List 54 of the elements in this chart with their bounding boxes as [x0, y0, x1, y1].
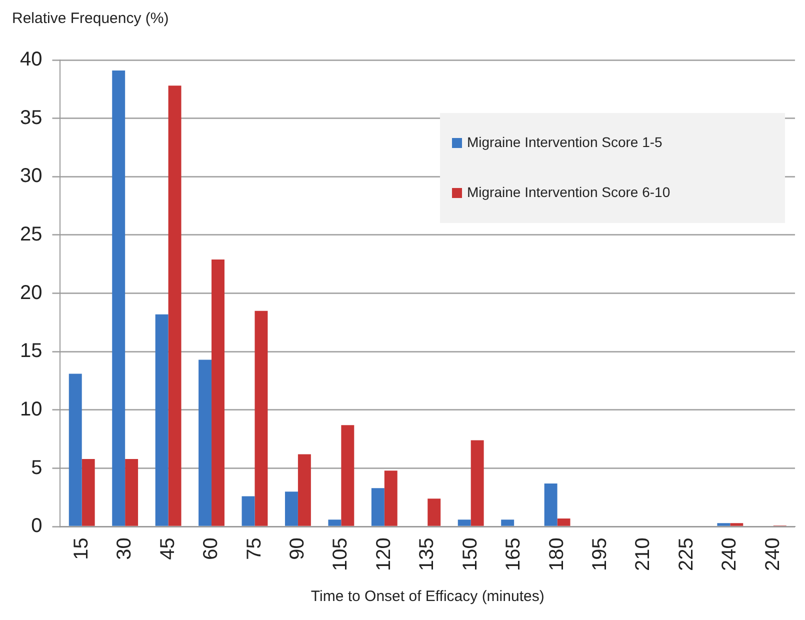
- y-tick-label: 40: [20, 48, 42, 71]
- bar: [428, 498, 441, 526]
- y-tick-label: 10: [20, 398, 42, 420]
- bar: [730, 523, 744, 526]
- y-tick-label: 5: [31, 456, 42, 479]
- x-tick-label: 165: [502, 538, 525, 572]
- y-tick-label: 15: [20, 340, 42, 362]
- x-tick-label: 195: [589, 538, 612, 572]
- x-tick-label: 225: [675, 538, 698, 572]
- x-tick-label: 30: [114, 538, 136, 560]
- bar: [717, 523, 730, 526]
- bar: [470, 440, 484, 526]
- y-tick-label: 30: [20, 165, 42, 188]
- x-tick-label: 105: [330, 538, 352, 572]
- x-tick-label: 60: [200, 538, 222, 560]
- x-tick-label: 240: [718, 538, 741, 572]
- bar: [125, 458, 138, 526]
- x-tick-label: 240: [762, 538, 784, 572]
- bar: [198, 360, 212, 526]
- bar: [68, 374, 82, 526]
- bar: [112, 70, 126, 526]
- x-tick-label: 210: [632, 538, 654, 572]
- x-tick-label: 180: [546, 538, 568, 572]
- y-tick-label: 0: [31, 515, 42, 538]
- y-tick-label: 25: [20, 224, 42, 246]
- bar: [242, 496, 255, 526]
- bar: [155, 314, 168, 526]
- bar: [458, 520, 471, 526]
- bar: [501, 520, 514, 526]
- x-tick-label: 120: [372, 538, 395, 572]
- bar: [212, 259, 224, 526]
- bar: [328, 520, 342, 526]
- x-tick-label: 150: [459, 538, 482, 572]
- legend-label: Migraine Intervention Score 6-10: [467, 184, 670, 200]
- bar: [168, 86, 182, 526]
- x-tick-label: 135: [416, 538, 438, 572]
- bar: [254, 310, 268, 526]
- bar: [82, 458, 95, 526]
- legend-label: Migraine Intervention Score 1-5: [467, 134, 663, 150]
- bar: [341, 425, 354, 526]
- bar: [284, 492, 298, 526]
- bar: [544, 483, 558, 526]
- x-tick-label: 15: [70, 538, 92, 560]
- bar: [384, 470, 398, 526]
- y-tick-label: 35: [20, 106, 42, 129]
- bar: [371, 488, 384, 526]
- y-tick-label: 20: [20, 282, 42, 304]
- x-axis-title: Time to Onset of Efficacy (minutes): [310, 588, 544, 606]
- bar: [557, 518, 570, 526]
- x-tick-label: 90: [286, 538, 308, 560]
- y-axis-title: Relative Frequency (%): [12, 10, 169, 27]
- bar: [298, 454, 311, 526]
- x-tick-label: 45: [156, 538, 179, 560]
- x-tick-label: 75: [243, 538, 266, 560]
